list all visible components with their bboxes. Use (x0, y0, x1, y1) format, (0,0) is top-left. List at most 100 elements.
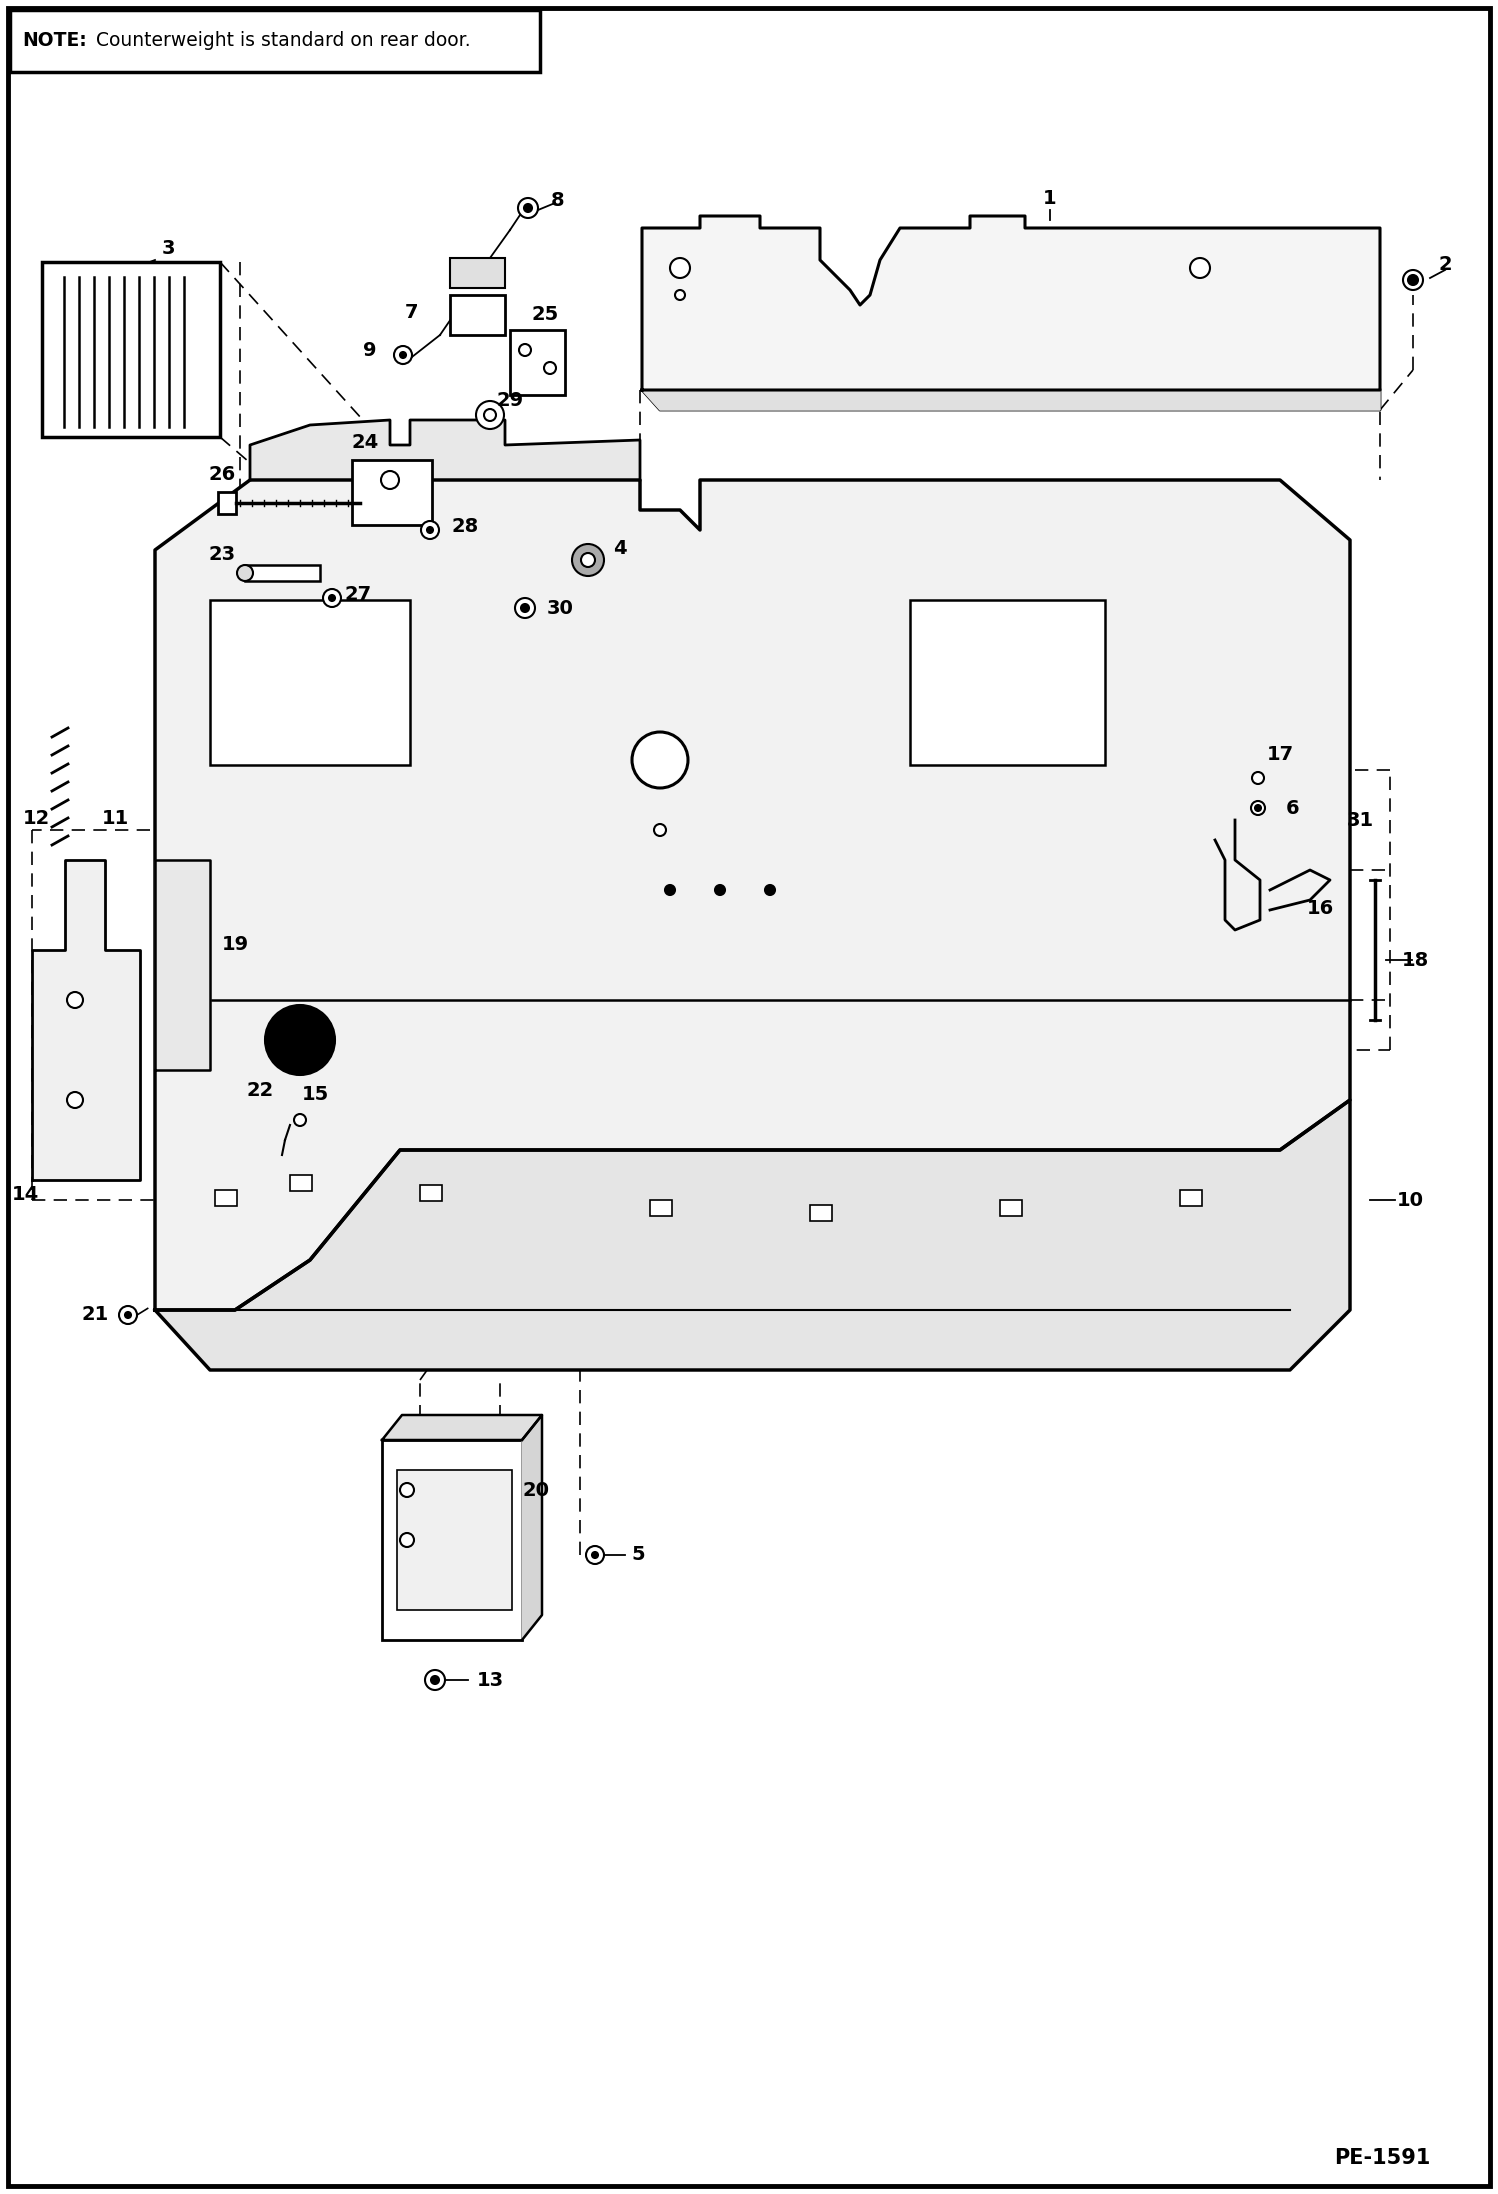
Text: 26: 26 (208, 465, 235, 483)
Text: 17: 17 (1266, 746, 1294, 764)
Circle shape (67, 992, 82, 1007)
Circle shape (1255, 805, 1261, 812)
Bar (909, 599, 1106, 766)
Text: 20: 20 (523, 1481, 550, 1499)
Circle shape (421, 520, 439, 540)
Circle shape (524, 204, 532, 213)
Circle shape (581, 553, 595, 566)
Circle shape (765, 884, 774, 895)
Bar (246, 566, 321, 581)
Bar (449, 294, 505, 336)
Bar (449, 259, 505, 287)
Bar (291, 1176, 312, 1191)
Bar (1180, 1189, 1201, 1207)
Text: 10: 10 (1396, 1191, 1423, 1209)
Bar (509, 329, 565, 395)
Text: Counterweight is standard on rear door.: Counterweight is standard on rear door. (90, 31, 470, 50)
Circle shape (476, 402, 503, 430)
Bar (397, 1470, 512, 1610)
Circle shape (400, 1534, 413, 1547)
Circle shape (427, 527, 433, 533)
Text: 30: 30 (547, 599, 574, 617)
Circle shape (592, 1551, 598, 1558)
Circle shape (586, 1547, 604, 1564)
Circle shape (265, 1005, 336, 1075)
Text: 5: 5 (631, 1545, 644, 1564)
Text: 27: 27 (345, 586, 372, 606)
Polygon shape (521, 1415, 542, 1639)
Circle shape (544, 362, 556, 373)
Circle shape (1251, 801, 1264, 814)
Circle shape (425, 1670, 445, 1689)
Circle shape (572, 544, 604, 577)
Circle shape (380, 472, 398, 489)
Circle shape (124, 1312, 130, 1319)
Circle shape (118, 1305, 136, 1323)
Bar (352, 461, 431, 524)
Polygon shape (154, 480, 1350, 1310)
Circle shape (394, 347, 412, 364)
Polygon shape (250, 419, 640, 480)
Text: 15: 15 (301, 1086, 328, 1104)
Text: NOTE:: NOTE: (22, 31, 87, 50)
Circle shape (521, 603, 529, 612)
Circle shape (1252, 772, 1264, 783)
Text: 3: 3 (162, 239, 175, 257)
Text: 21: 21 (81, 1305, 109, 1325)
Circle shape (518, 197, 538, 217)
Circle shape (515, 599, 535, 619)
Text: 29: 29 (496, 391, 524, 410)
Text: 12: 12 (22, 810, 49, 827)
Text: 14: 14 (12, 1185, 39, 1205)
Circle shape (1404, 270, 1423, 290)
Text: 2: 2 (1438, 255, 1452, 274)
Text: PE-1591: PE-1591 (1333, 2148, 1431, 2168)
Circle shape (237, 566, 253, 581)
Bar (219, 491, 237, 513)
Circle shape (67, 1093, 82, 1108)
Circle shape (1189, 259, 1210, 279)
Circle shape (665, 884, 676, 895)
Bar (210, 599, 410, 766)
Text: 19: 19 (222, 935, 249, 954)
Text: 11: 11 (102, 810, 129, 827)
Polygon shape (154, 860, 210, 1071)
Text: 8: 8 (551, 191, 565, 208)
Polygon shape (643, 215, 1380, 391)
Text: 4: 4 (613, 538, 626, 557)
Bar (419, 1185, 442, 1200)
Polygon shape (31, 860, 139, 1180)
Circle shape (676, 290, 685, 301)
Bar (42, 261, 220, 437)
Bar (382, 1439, 521, 1639)
Circle shape (330, 595, 336, 601)
Circle shape (670, 259, 691, 279)
Circle shape (632, 733, 688, 788)
Polygon shape (382, 1415, 542, 1439)
Circle shape (400, 1483, 413, 1496)
Bar (10, 11, 539, 72)
Bar (1001, 1200, 1022, 1215)
Circle shape (655, 825, 667, 836)
Circle shape (324, 588, 342, 608)
Text: 28: 28 (451, 518, 479, 538)
Circle shape (715, 884, 725, 895)
Text: 25: 25 (532, 305, 559, 325)
Circle shape (1408, 274, 1419, 285)
Text: 18: 18 (1401, 950, 1429, 970)
Text: 22: 22 (246, 1079, 274, 1099)
Text: 7: 7 (406, 303, 419, 323)
Circle shape (484, 408, 496, 421)
Bar (650, 1200, 673, 1215)
Bar (216, 1189, 237, 1207)
Polygon shape (154, 1099, 1350, 1369)
Circle shape (400, 351, 406, 358)
Text: 13: 13 (476, 1670, 503, 1689)
Circle shape (518, 344, 530, 355)
Circle shape (294, 1115, 306, 1126)
Bar (810, 1205, 831, 1222)
Text: 16: 16 (1306, 900, 1333, 917)
Text: 24: 24 (352, 434, 379, 452)
Text: 6: 6 (1287, 799, 1300, 818)
Text: 1: 1 (1043, 189, 1056, 208)
